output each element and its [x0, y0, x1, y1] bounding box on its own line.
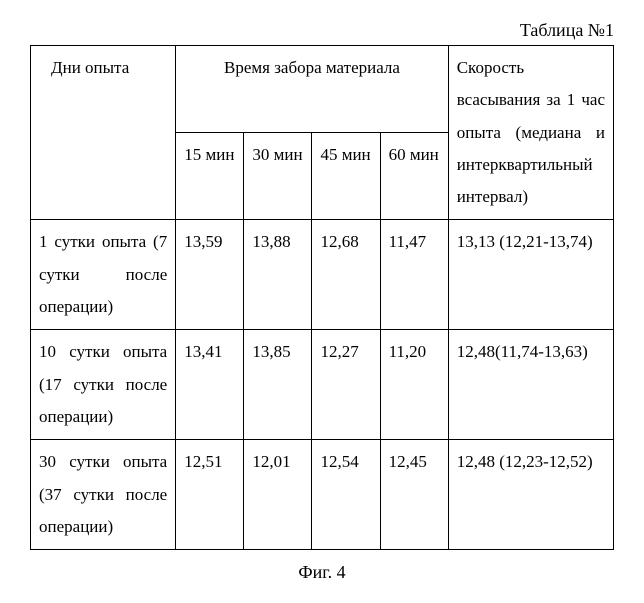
cell-value: 12,27: [312, 330, 380, 440]
cell-value: 13,41: [176, 330, 244, 440]
cell-value: 12,54: [312, 440, 380, 550]
table-row: 1 сутки опыта (7 сутки после операции) 1…: [31, 220, 614, 330]
header-45min: 45 мин: [312, 133, 380, 220]
table-row: 10 сутки опыта (17 сутки после операции)…: [31, 330, 614, 440]
cell-value: 13,88: [244, 220, 312, 330]
cell-value: 13,85: [244, 330, 312, 440]
cell-speed: 12,48 (12,23-12,52): [448, 440, 613, 550]
cell-speed: 12,48(11,74-13,63): [448, 330, 613, 440]
cell-value: 11,20: [380, 330, 448, 440]
cell-value: 13,59: [176, 220, 244, 330]
data-table: Дни опыта Время забора материала Скорост…: [30, 45, 614, 550]
cell-value: 11,47: [380, 220, 448, 330]
figure-caption: Фиг. 4: [30, 562, 614, 583]
header-days: Дни опыта: [31, 46, 176, 220]
table-header-row-1: Дни опыта Время забора материала Скорост…: [31, 46, 614, 133]
header-60min: 60 мин: [380, 133, 448, 220]
cell-value: 12,01: [244, 440, 312, 550]
header-speed: Скорость всасывания за 1 час опыта (меди…: [448, 46, 613, 220]
header-15min: 15 мин: [176, 133, 244, 220]
cell-label: 30 сутки опыта (37 сутки после операции): [31, 440, 176, 550]
cell-label: 10 сутки опыта (17 сутки после операции): [31, 330, 176, 440]
cell-speed: 13,13 (12,21-13,74): [448, 220, 613, 330]
header-30min: 30 мин: [244, 133, 312, 220]
cell-label: 1 сутки опыта (7 сутки после операции): [31, 220, 176, 330]
table-row: 30 сутки опыта (37 сутки после операции)…: [31, 440, 614, 550]
cell-value: 12,51: [176, 440, 244, 550]
header-time-group: Время забора материала: [176, 46, 448, 133]
cell-value: 12,68: [312, 220, 380, 330]
cell-value: 12,45: [380, 440, 448, 550]
table-caption: Таблица №1: [30, 20, 614, 41]
